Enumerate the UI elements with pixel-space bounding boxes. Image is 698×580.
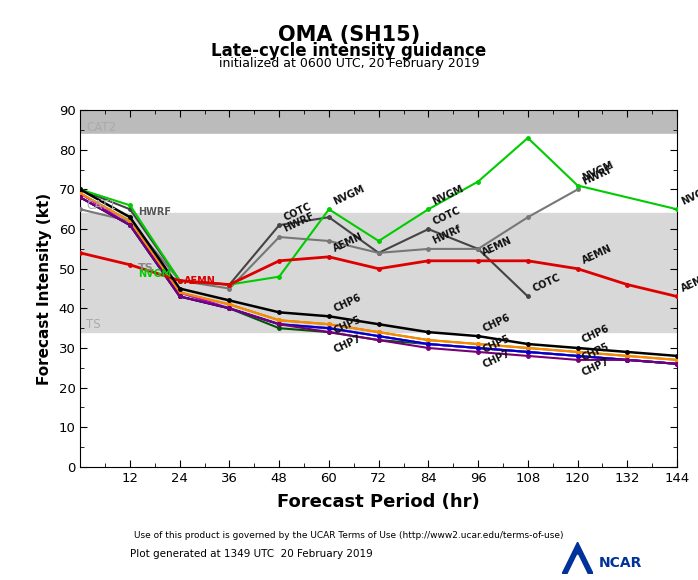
Text: HWRF: HWRF	[138, 207, 171, 218]
Text: CHP5: CHP5	[481, 334, 512, 355]
Text: NVGM: NVGM	[431, 183, 466, 206]
Text: AEMN: AEMN	[680, 271, 698, 293]
Bar	[80, 213, 677, 332]
Text: COTC: COTC	[282, 201, 313, 222]
Text: NVGM: NVGM	[138, 270, 172, 280]
Text: Use of this product is governed by the UCAR Terms of Use (http://www2.ucar.edu/t: Use of this product is governed by the U…	[134, 531, 564, 540]
Text: CHP7: CHP7	[332, 333, 362, 354]
Text: OMA (SH15): OMA (SH15)	[278, 25, 420, 45]
Text: CHP5: CHP5	[580, 342, 611, 363]
Polygon shape	[568, 555, 587, 574]
Text: AEMN: AEMN	[580, 244, 614, 266]
Polygon shape	[562, 542, 593, 574]
Bar	[80, 110, 677, 134]
Text: AEMN: AEMN	[481, 235, 514, 258]
Bar	[80, 134, 677, 213]
Text: CHP6: CHP6	[481, 312, 512, 334]
Text: CHP6: CHP6	[332, 292, 362, 314]
Text: CHP7: CHP7	[481, 349, 512, 370]
Y-axis label: Forecast Intensity (kt): Forecast Intensity (kt)	[36, 193, 52, 385]
Text: Late-cycle intensity guidance: Late-cycle intensity guidance	[211, 42, 487, 60]
Text: HWRf: HWRf	[431, 224, 463, 246]
Text: COTC: COTC	[431, 205, 462, 226]
Text: NVGM: NVGM	[680, 183, 698, 206]
Text: CAT2: CAT2	[87, 121, 117, 134]
Text: AEMN: AEMN	[332, 231, 365, 254]
Text: NVGM: NVGM	[580, 160, 615, 183]
X-axis label: Forecast Period (hr): Forecast Period (hr)	[277, 493, 480, 511]
Text: NVGM: NVGM	[332, 183, 366, 206]
Text: CHP7: CHP7	[580, 357, 611, 378]
Text: TS: TS	[138, 263, 154, 273]
Text: HWRF: HWRF	[580, 164, 614, 187]
Text: CAT1: CAT1	[87, 200, 117, 212]
Text: HWRF: HWRF	[282, 211, 316, 234]
Text: Plot generated at 1349 UTC  20 February 2019: Plot generated at 1349 UTC 20 February 2…	[130, 549, 373, 559]
Text: COTC: COTC	[530, 272, 562, 293]
Text: AEMN: AEMN	[184, 276, 216, 286]
Text: NCAR: NCAR	[599, 556, 642, 570]
Text: CHP5: CHP5	[332, 314, 362, 335]
Text: initialized at 0600 UTC, 20 February 2019: initialized at 0600 UTC, 20 February 201…	[218, 57, 480, 70]
Text: CHP6: CHP6	[580, 324, 611, 345]
Text: TS: TS	[87, 318, 101, 331]
